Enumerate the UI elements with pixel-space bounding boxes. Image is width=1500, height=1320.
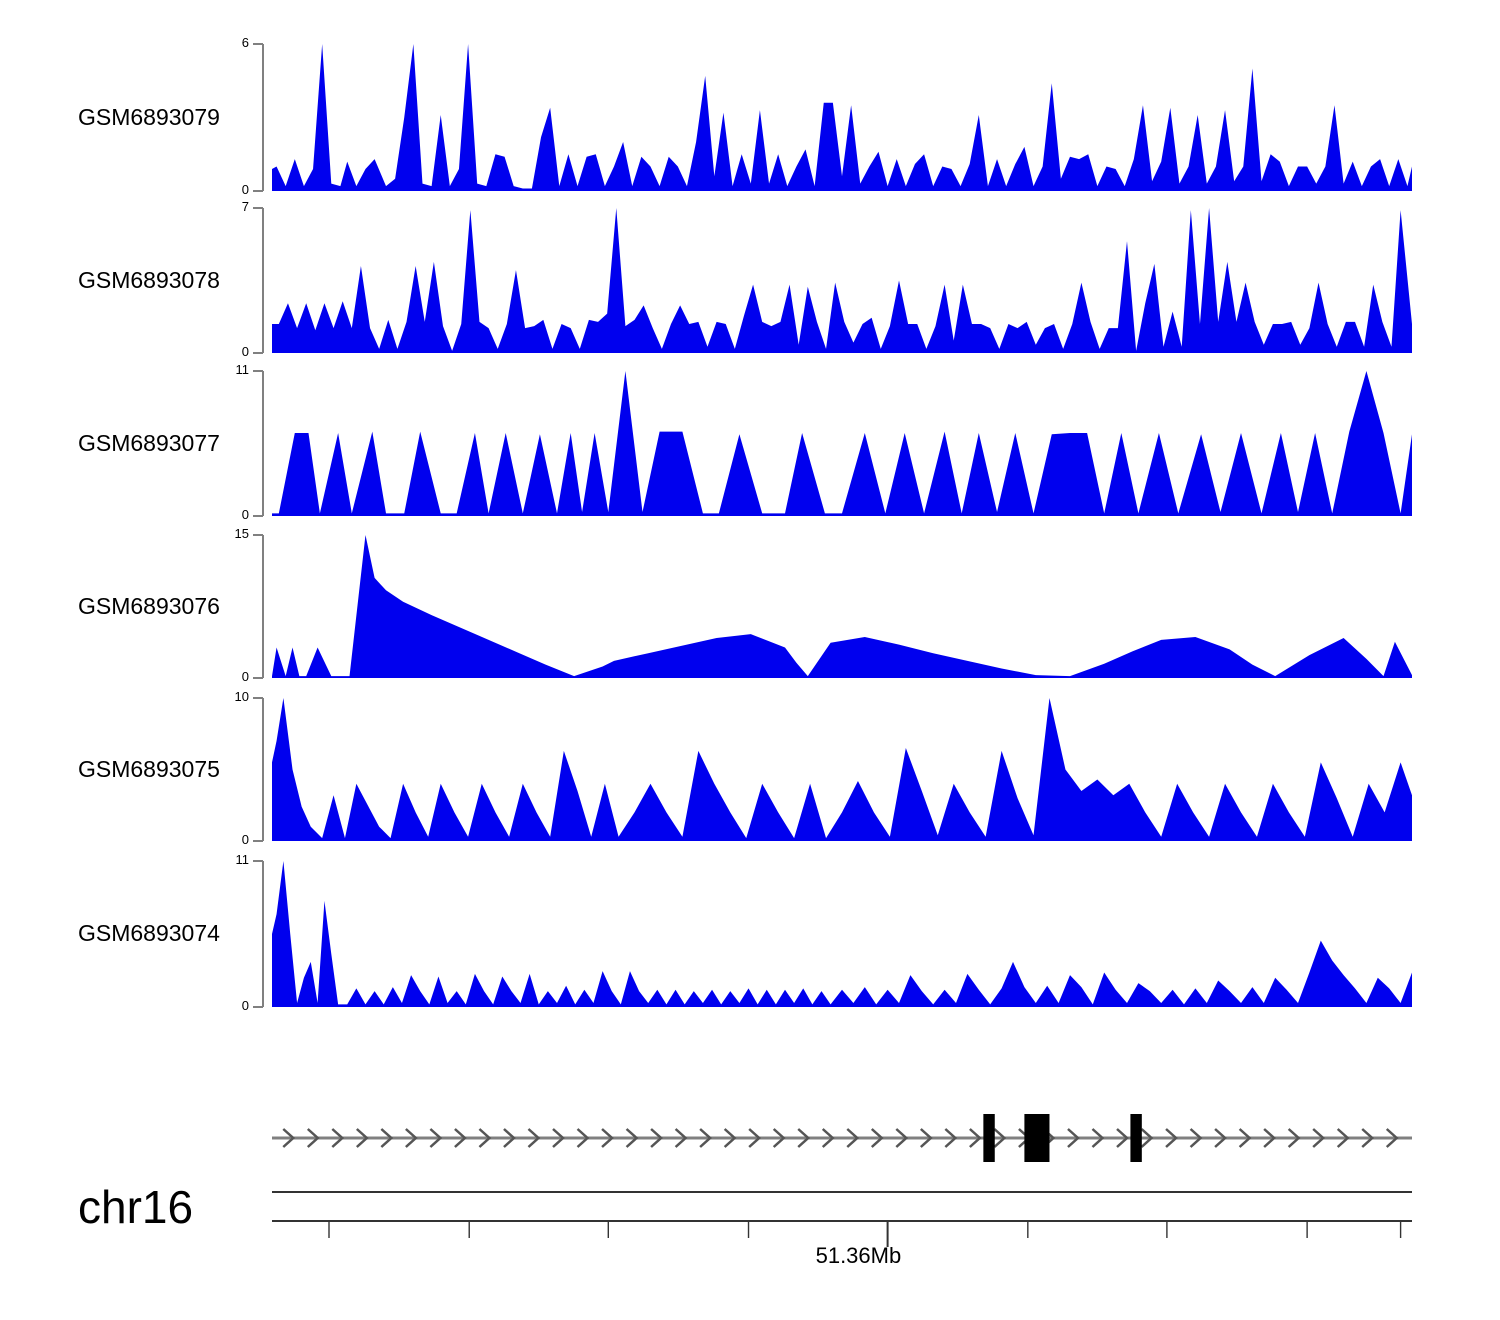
strand-arrow-icon	[1287, 1128, 1301, 1148]
strand-arrow-icon	[1189, 1128, 1203, 1148]
coverage-area	[272, 371, 1412, 516]
track-label-GSM6893077: GSM6893077	[78, 429, 220, 456]
strand-arrow-icon	[944, 1128, 958, 1148]
strand-arrow-icon	[1263, 1128, 1276, 1148]
track-label-GSM6893078: GSM6893078	[78, 266, 220, 293]
exon-block-3	[1130, 1114, 1142, 1162]
strand-arrow-icon	[454, 1128, 467, 1148]
coverage-track-GSM6893077	[253, 370, 1412, 517]
coverage-area	[272, 44, 1412, 191]
strand-arrow-icon	[380, 1128, 394, 1148]
strand-arrow-icon	[1165, 1128, 1178, 1148]
y-axis-max-label-GSM6893074: 11	[235, 852, 250, 867]
strand-arrow-icon	[331, 1128, 345, 1148]
y-axis-min-label-GSM6893074: 0	[241, 998, 249, 1013]
strand-arrow-icon	[993, 1128, 1007, 1148]
strand-arrow-icon	[699, 1128, 712, 1148]
coverage-area	[272, 861, 1412, 1007]
strand-arrow-icon	[282, 1128, 296, 1148]
coverage-track-GSM6893075	[253, 697, 1412, 842]
strand-arrow-icon	[1312, 1128, 1326, 1148]
strand-arrow-icon	[723, 1128, 737, 1148]
strand-arrow-icon	[748, 1128, 762, 1148]
strand-arrow-icon	[503, 1128, 516, 1148]
y-axis-max-label-GSM6893079: 6	[241, 35, 249, 50]
strand-arrow-icon	[429, 1128, 443, 1148]
strand-arrow-icon	[306, 1128, 320, 1148]
y-axis-max-label-GSM6893075: 10	[234, 689, 249, 704]
y-axis-max-label-GSM6893078: 7	[241, 199, 249, 214]
strand-arrow-icon	[1067, 1128, 1080, 1148]
chromosome-label: chr16	[78, 1181, 194, 1233]
y-axis-min-label-GSM6893078: 0	[241, 344, 249, 359]
coverage-track-GSM6893078	[253, 207, 1412, 354]
y-axis-min-label-GSM6893075: 0	[241, 832, 249, 847]
strand-arrow-icon	[1140, 1128, 1154, 1148]
y-axis-max-label-GSM6893077: 11	[235, 362, 250, 377]
strand-arrow-icon	[846, 1128, 860, 1148]
strand-arrow-icon	[552, 1128, 565, 1148]
y-axis-max-label-GSM6893076: 15	[234, 526, 249, 541]
coverage-track-GSM6893076	[253, 534, 1412, 679]
track-label-GSM6893074: GSM6893074	[78, 920, 220, 946]
track-label-GSM6893076: GSM6893076	[78, 592, 220, 619]
coverage-track-GSM6893079	[253, 43, 1412, 192]
genome-axis-tick-label: 51.36Mb	[815, 1243, 902, 1268]
strand-arrow-icon	[576, 1128, 590, 1148]
strand-arrow-icon	[870, 1128, 884, 1148]
strand-arrow-icon	[1336, 1128, 1350, 1148]
strand-arrow-icon	[772, 1128, 786, 1148]
y-axis-min-label-GSM6893076: 0	[241, 669, 249, 684]
strand-arrow-icon	[821, 1128, 835, 1148]
strand-arrow-icon	[625, 1128, 639, 1148]
coverage-area	[272, 208, 1412, 353]
strand-arrow-icon	[650, 1128, 663, 1148]
strand-arrow-icon	[969, 1128, 982, 1148]
strand-arrow-icon	[1214, 1128, 1227, 1148]
strand-arrow-icon	[797, 1128, 811, 1148]
strand-arrow-icon	[1361, 1128, 1375, 1148]
coverage-track-GSM6893074	[253, 860, 1412, 1008]
strand-arrow-icon	[674, 1128, 688, 1148]
strand-arrow-icon	[601, 1128, 614, 1148]
strand-arrow-icon	[1385, 1128, 1399, 1148]
strand-arrow-icon	[478, 1128, 492, 1148]
exon-block-2	[1024, 1114, 1050, 1162]
track-label-GSM6893079: GSM6893079	[78, 103, 220, 130]
coverage-area	[272, 535, 1412, 678]
strand-arrow-icon	[355, 1128, 369, 1148]
strand-arrow-icon	[1091, 1128, 1105, 1148]
y-axis-min-label-GSM6893077: 0	[241, 507, 249, 522]
strand-arrow-icon	[527, 1128, 541, 1148]
exon-block-1	[983, 1114, 995, 1162]
strand-arrow-icon	[895, 1128, 909, 1148]
strand-arrow-icon	[919, 1128, 933, 1148]
y-axis-min-label-GSM6893079: 0	[241, 182, 249, 197]
gene-model-track	[272, 1114, 1412, 1162]
strand-arrow-icon	[1116, 1128, 1129, 1148]
coverage-area	[272, 698, 1412, 841]
genome-axis	[272, 1191, 1412, 1247]
strand-arrow-icon	[1238, 1128, 1252, 1148]
strand-arrow-icon	[405, 1128, 418, 1148]
track-label-GSM6893075: GSM6893075	[78, 755, 220, 782]
